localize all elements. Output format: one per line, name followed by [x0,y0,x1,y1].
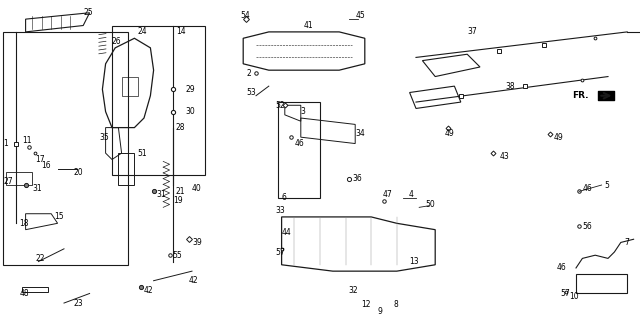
Text: 36: 36 [352,174,362,183]
Text: 49: 49 [445,130,454,138]
Text: 23: 23 [74,299,83,308]
Text: 4: 4 [408,190,413,199]
Text: 35: 35 [99,133,109,142]
Text: 7: 7 [624,238,629,247]
Text: 45: 45 [355,11,365,20]
Text: 34: 34 [355,130,365,138]
Text: 19: 19 [173,197,182,205]
Text: 43: 43 [499,152,509,161]
Text: 15: 15 [54,212,64,221]
Text: 5: 5 [605,181,610,189]
Text: 31: 31 [157,190,166,199]
Text: 51: 51 [138,149,147,158]
Text: 40: 40 [192,184,202,193]
Text: 20: 20 [74,168,83,177]
Text: 26: 26 [112,37,122,46]
Text: 46: 46 [557,263,566,272]
Text: 38: 38 [506,82,515,91]
Text: 49: 49 [554,133,563,142]
Text: 2: 2 [246,69,251,78]
Text: 48: 48 [19,289,29,298]
Text: 44: 44 [282,228,291,237]
Text: 8: 8 [394,300,398,309]
Text: 50: 50 [426,200,435,209]
Text: 33: 33 [275,206,285,215]
Text: 57: 57 [275,248,285,256]
Bar [278,102,320,198]
Bar [22,287,48,292]
Text: 10: 10 [570,292,579,301]
Text: 3: 3 [301,107,306,116]
Text: 32: 32 [349,286,358,295]
Text: 53: 53 [246,88,256,97]
Text: 30: 30 [186,107,195,116]
Text: 28: 28 [176,123,186,132]
Text: 52: 52 [275,101,285,110]
Text: 29: 29 [186,85,195,94]
Text: 21: 21 [176,187,186,196]
Text: 27: 27 [3,177,13,186]
Text: 39: 39 [192,238,202,247]
Text: 9: 9 [378,307,383,315]
Text: 17: 17 [35,155,45,164]
Text: 46: 46 [294,139,304,148]
Text: 42: 42 [144,286,154,295]
Text: 54: 54 [240,11,250,20]
Text: 46: 46 [582,184,592,193]
Bar [3,32,128,265]
Text: 56: 56 [582,222,592,231]
Text: 18: 18 [19,219,29,228]
Text: 57: 57 [560,289,570,298]
Text: 22: 22 [35,254,45,263]
Text: 1: 1 [3,139,8,148]
Text: 11: 11 [22,136,32,145]
Text: 24: 24 [138,27,147,36]
Text: 41: 41 [304,21,314,30]
Text: 47: 47 [383,190,392,199]
Text: 14: 14 [176,27,186,36]
Text: FR.: FR. [572,91,589,100]
Text: 6: 6 [282,193,287,202]
Text: 25: 25 [83,8,93,17]
Text: 31: 31 [32,184,42,193]
Text: 12: 12 [362,300,371,309]
Text: 13: 13 [410,257,419,266]
Text: 16: 16 [42,161,51,170]
Text: 55: 55 [173,251,182,260]
Text: 37: 37 [467,27,477,36]
Bar [112,26,205,175]
Text: 42: 42 [189,276,198,285]
